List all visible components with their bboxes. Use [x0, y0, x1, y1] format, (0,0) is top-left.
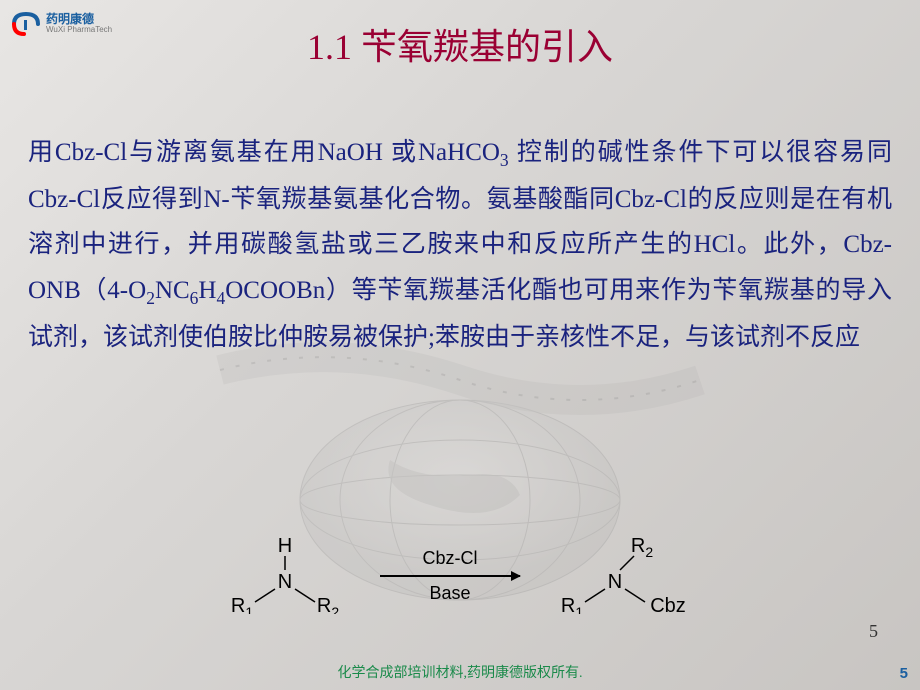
arrow-top-label: Cbz-Cl [380, 548, 520, 569]
logo-text-en: WuXi PharmaTech [46, 26, 112, 35]
svg-text:R1: R1 [561, 595, 583, 614]
slide-body-text: 用Cbz-Cl与游离氨基在用NaOH 或NaHCO3 控制的碱性条件下可以很容易… [28, 130, 892, 360]
logo-icon [10, 10, 42, 38]
slide-footer: 化学合成部培训材料,药明康德版权所有. [0, 662, 920, 682]
svg-text:N: N [608, 571, 622, 593]
company-logo: 药明康德 WuXi PharmaTech [10, 10, 112, 38]
svg-text:Cbz: Cbz [650, 595, 686, 614]
reaction-arrow: Cbz-Cl Base [380, 548, 520, 606]
page-number-corner: 5 [900, 665, 908, 682]
svg-text:R2: R2 [317, 595, 339, 614]
reactant-molecule: H N R1 R2 [220, 534, 350, 620]
slide-title: 1.1 苄氧羰基的引入 [0, 0, 920, 70]
reaction-scheme: H N R1 R2 Cbz-Cl Base R2 N R1 Cbz [0, 534, 920, 620]
svg-text:H: H [278, 535, 292, 557]
page-number-inner: 5 [869, 621, 878, 642]
arrow-bottom-label: Base [380, 583, 520, 604]
svg-text:N: N [278, 571, 292, 593]
svg-text:R1: R1 [231, 595, 253, 614]
product-molecule: R2 N R1 Cbz [550, 534, 700, 620]
